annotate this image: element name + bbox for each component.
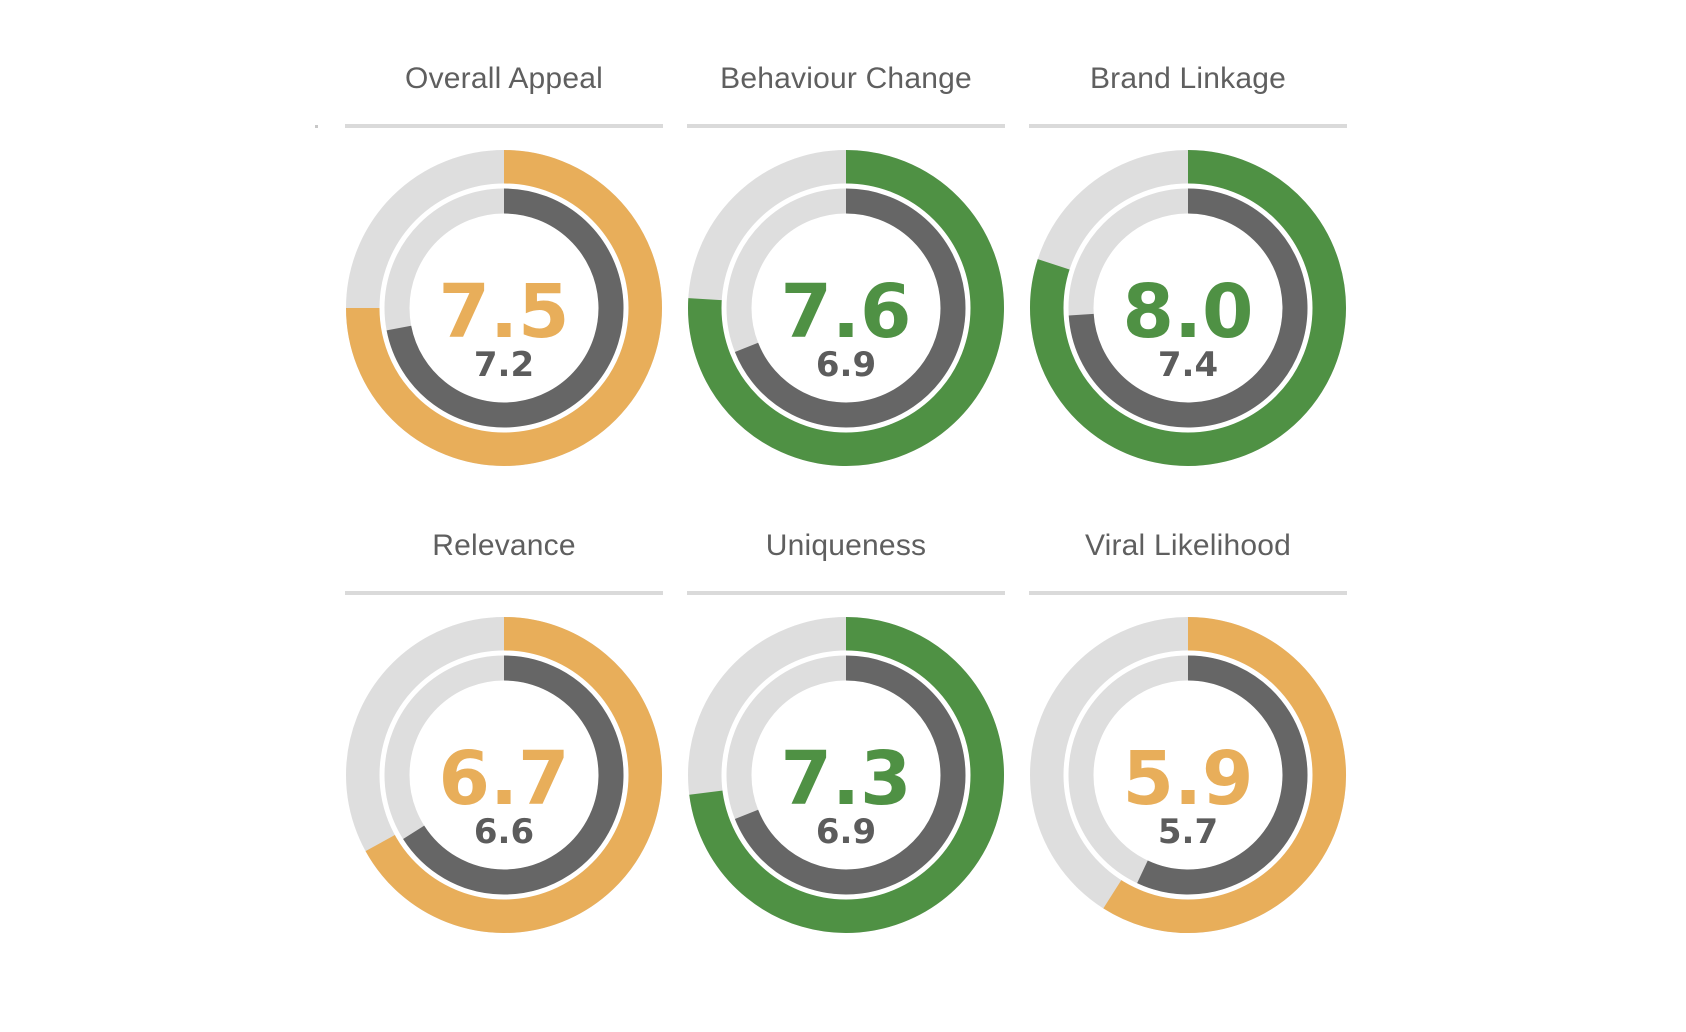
benchmark-value: 6.6 [474, 812, 534, 852]
benchmark-value: 7.2 [474, 345, 534, 385]
gauge-title: Brand Linkage [1089, 62, 1287, 95]
stray-mark [315, 125, 318, 128]
score-value: 7.6 [780, 269, 911, 355]
gauge-title-rule [345, 591, 663, 595]
score-arc [1103, 617, 1346, 933]
gauge-title-rule [1029, 124, 1347, 128]
benchmark-value: 6.9 [816, 812, 876, 852]
benchmark-arc [403, 655, 624, 895]
ring-separator [721, 183, 971, 433]
donut-gauge: 7.57.2 [346, 150, 662, 466]
donut-gauge: 8.07.4 [1030, 150, 1346, 466]
donut-gauge: 6.76.6 [346, 617, 662, 933]
ring-separator [379, 650, 629, 900]
donut-gauge: 7.36.9 [688, 617, 1004, 933]
score-arc [346, 150, 662, 466]
gauge-title-rule [1029, 591, 1347, 595]
score-arc [688, 150, 1004, 466]
benchmark-value: 7.4 [1158, 345, 1218, 385]
ring-separator [379, 183, 629, 433]
gauge-title-rule [345, 124, 663, 128]
benchmark-arc [386, 188, 624, 428]
benchmark-arc [734, 655, 966, 895]
score-value: 7.5 [438, 269, 569, 355]
gauge-title-rule [687, 591, 1005, 595]
donut-gauge: 7.66.9 [688, 150, 1004, 466]
benchmark-arc [734, 188, 966, 428]
gauge-title-rule [687, 124, 1005, 128]
benchmark-value: 6.9 [816, 345, 876, 385]
benchmark-arc [1068, 188, 1308, 428]
benchmark-value: 5.7 [1158, 812, 1218, 852]
gauge-title: Overall Appeal [405, 62, 603, 95]
ring-separator [1063, 183, 1313, 433]
gauge-title: Viral Likelihood [1084, 529, 1292, 562]
score-value: 8.0 [1122, 269, 1253, 355]
score-value: 5.9 [1122, 736, 1253, 822]
ring-separator [1063, 650, 1313, 900]
gauge-title: Behaviour Change [720, 62, 972, 95]
benchmark-arc [1137, 655, 1308, 895]
score-arc [1030, 150, 1346, 466]
score-value: 7.3 [780, 736, 911, 822]
gauge-title: Relevance [432, 529, 576, 562]
score-arc [689, 617, 1004, 933]
gauge-title: Uniqueness [765, 529, 927, 562]
donut-gauge: 5.95.7 [1030, 617, 1346, 933]
score-arc [365, 617, 662, 933]
score-value: 6.7 [438, 736, 569, 822]
ring-separator [721, 650, 971, 900]
